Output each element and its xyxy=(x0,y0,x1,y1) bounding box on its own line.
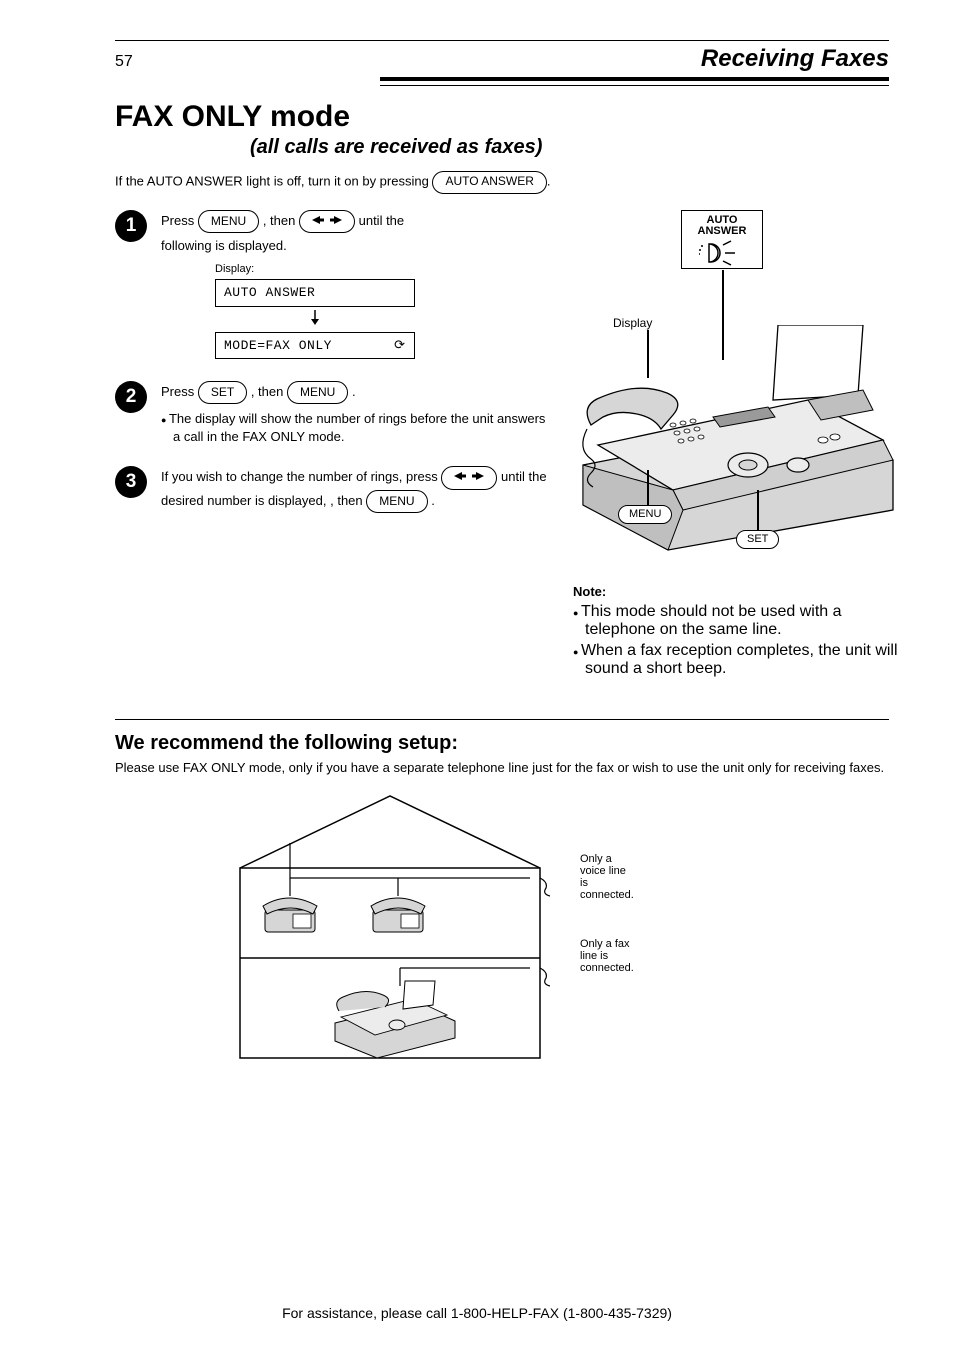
s3-t2: , then xyxy=(330,493,363,508)
rotate-icon: ⟳ xyxy=(394,337,406,355)
header-row: 57 Receiving Faxes xyxy=(115,45,889,73)
set-callout: SET xyxy=(736,530,779,549)
intro-span: If the AUTO ANSWER light is off, turn it… xyxy=(115,174,429,189)
page-number: 57 xyxy=(115,53,133,71)
step1-badge: 1 xyxy=(115,210,147,242)
display-box-1: AUTO ANSWER xyxy=(215,279,415,307)
auto-l2: ANSWER xyxy=(698,225,747,237)
arrow-pill-3 xyxy=(441,466,497,489)
arrow-icon-3 xyxy=(454,471,484,481)
display-label: Display: xyxy=(215,262,555,277)
rule-thick xyxy=(380,77,889,86)
s2-t1: Press xyxy=(161,384,194,399)
section-subtitle: (all calls are received as faxes) xyxy=(250,136,889,159)
menu-connector xyxy=(647,470,649,505)
steps-column: 1 Press MENU , then until the xyxy=(115,210,555,681)
s2-t2: , then xyxy=(251,384,284,399)
arrow-icon xyxy=(312,215,342,225)
note-head: Note: xyxy=(573,584,903,599)
intro-text: If the AUTO ANSWER light is off, turn it… xyxy=(115,171,889,194)
note-b1: This mode should not be used with a tele… xyxy=(573,603,903,639)
display-arrow xyxy=(215,307,415,332)
s1-t3: until the xyxy=(359,213,405,228)
display-group: Display: AUTO ANSWER MODE=FAX ONLY ⟳ xyxy=(215,262,555,359)
note-block: Note: This mode should not be used with … xyxy=(573,584,903,678)
voice-label: Only a voice line is connected. xyxy=(580,853,634,901)
page: 57 Receiving Faxes FAX ONLY mode (all ca… xyxy=(0,0,954,1349)
display-box-2: MODE=FAX ONLY ⟳ xyxy=(215,332,415,360)
step3-badge: 3 xyxy=(115,466,147,498)
header-title: Receiving Faxes xyxy=(701,45,889,73)
lower-text: Please use FAX ONLY mode, only if you ha… xyxy=(115,759,889,777)
lower-rule xyxy=(115,719,889,720)
s3-t3: . xyxy=(431,493,435,508)
s1-t2: , then xyxy=(263,213,296,228)
arrow-pill xyxy=(299,210,355,233)
step-3: 3 If you wish to change the number of ri… xyxy=(115,466,555,516)
rule-top xyxy=(115,40,889,41)
menu-pill-2: MENU xyxy=(287,381,348,404)
step3-body: If you wish to change the number of ring… xyxy=(161,466,555,516)
menu-pill-3: MENU xyxy=(366,490,427,513)
step-2: 2 Press SET , then MENU . The display wi… xyxy=(115,381,555,448)
auto-l1: AUTO xyxy=(707,214,738,226)
s3-hint: If you wish to change the number of ring… xyxy=(161,469,438,484)
house-svg xyxy=(230,788,550,1068)
set-connector xyxy=(757,490,759,530)
disp2-left: MODE=FAX ONLY xyxy=(224,337,332,355)
light-icon xyxy=(699,240,745,266)
s1-line2: following is displayed. xyxy=(161,237,555,255)
note-b2: When a fax reception completes, the unit… xyxy=(573,642,903,678)
device-column: AUTO ANSWER Display xyxy=(573,210,903,681)
set-pill: SET xyxy=(198,381,247,404)
house-diagram: Only a voice line is connected. Only a f… xyxy=(230,788,550,1068)
section-title: FAX ONLY mode xyxy=(115,100,889,134)
step-1: 1 Press MENU , then until the xyxy=(115,210,555,364)
fax-label: Only a fax line is connected. xyxy=(580,938,634,974)
s1-t1: Press xyxy=(161,213,194,228)
step1-body: Press MENU , then until the following is… xyxy=(161,210,555,364)
menu-pill: MENU xyxy=(198,210,259,233)
columns: 1 Press MENU , then until the xyxy=(115,210,889,681)
lower-head: We recommend the following setup: xyxy=(115,732,889,755)
step2-badge: 2 xyxy=(115,381,147,413)
s2-t3: . xyxy=(352,384,356,399)
step2-body: Press SET , then MENU . The display will… xyxy=(161,381,555,448)
auto-answer-pill: AUTO ANSWER xyxy=(432,171,546,194)
auto-answer-box: AUTO ANSWER xyxy=(681,210,763,269)
fax-illustration: AUTO ANSWER Display xyxy=(573,210,903,570)
step2-bullet: The display will show the number of ring… xyxy=(161,410,555,445)
menu-callout: MENU xyxy=(618,505,672,524)
footer: For assistance, please call 1-800-HELP-F… xyxy=(0,1305,954,1321)
